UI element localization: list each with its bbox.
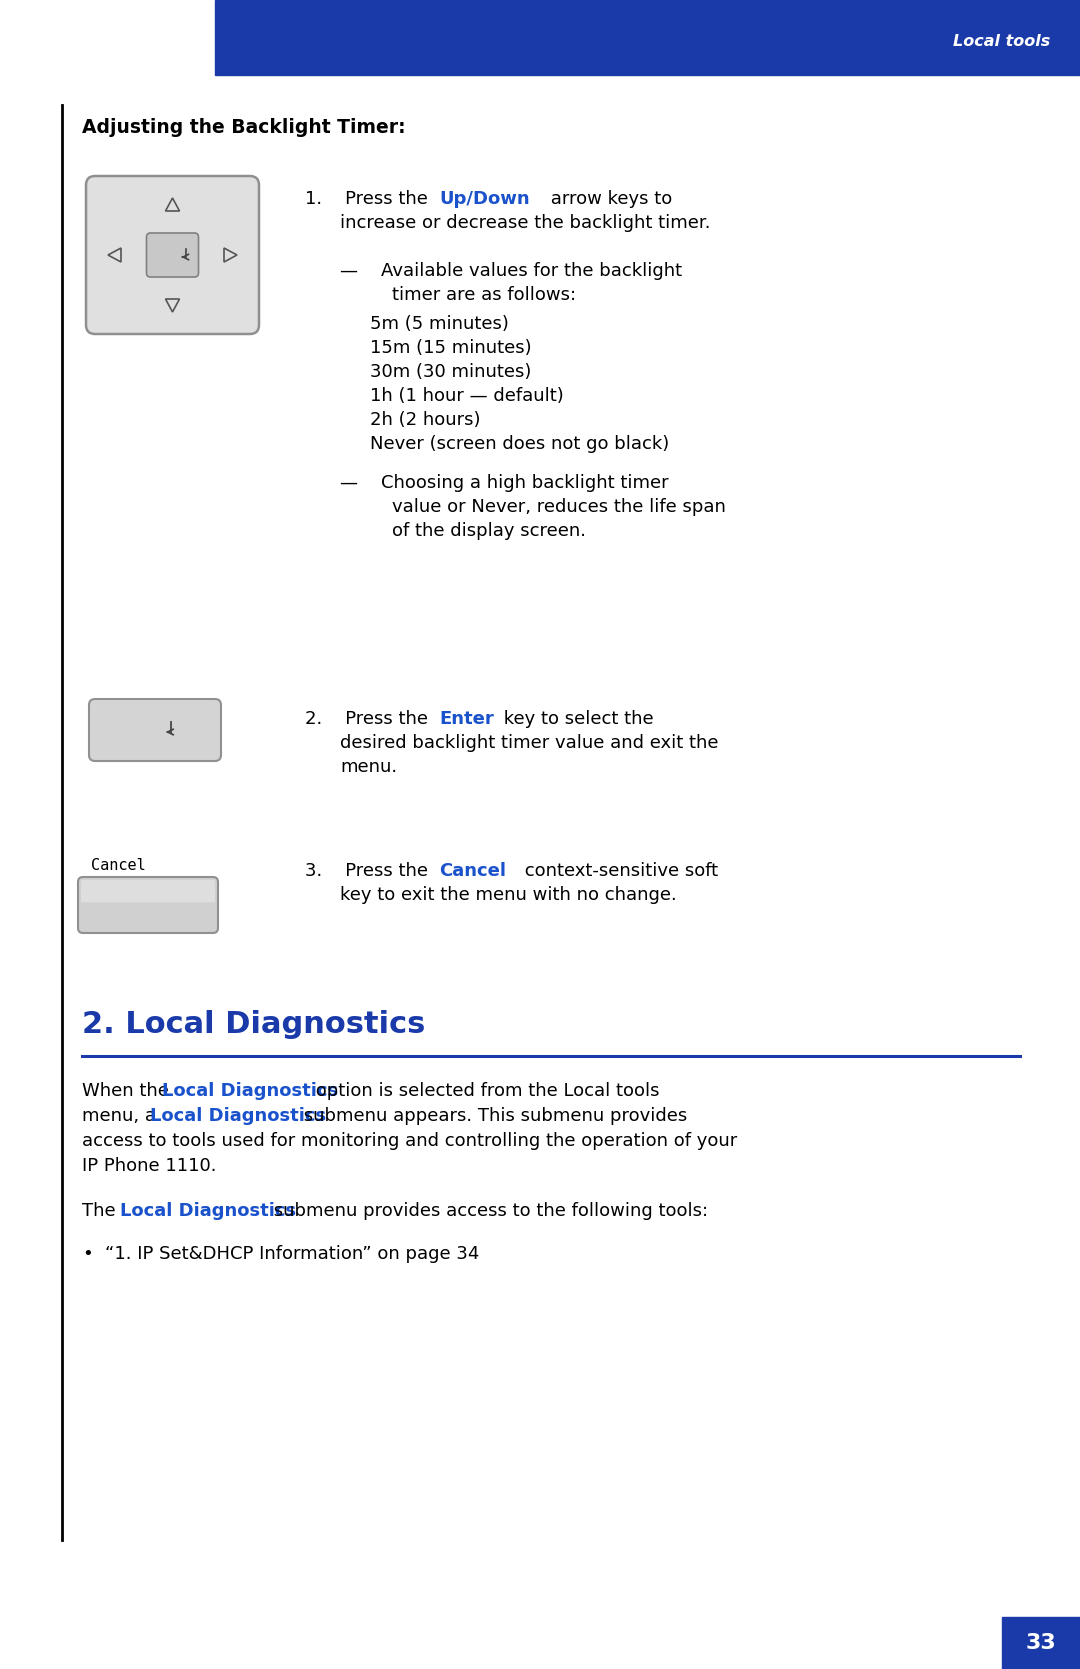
- Text: arrow keys to: arrow keys to: [545, 190, 672, 209]
- Text: Local Diagnostics: Local Diagnostics: [150, 1107, 326, 1125]
- Bar: [1002, 1617, 1080, 1669]
- Text: Cancel: Cancel: [91, 858, 146, 873]
- Text: —    Choosing a high backlight timer: — Choosing a high backlight timer: [340, 474, 669, 492]
- Text: increase or decrease the backlight timer.: increase or decrease the backlight timer…: [340, 214, 711, 232]
- Text: Never (screen does not go black): Never (screen does not go black): [370, 436, 670, 452]
- FancyBboxPatch shape: [81, 880, 215, 903]
- Text: 30m (30 minutes): 30m (30 minutes): [370, 362, 531, 381]
- FancyBboxPatch shape: [78, 876, 218, 933]
- Text: Enter: Enter: [438, 709, 494, 728]
- Text: key to exit the menu with no change.: key to exit the menu with no change.: [340, 886, 677, 905]
- Text: Local Diagnostics: Local Diagnostics: [162, 1082, 338, 1100]
- Text: 2h (2 hours): 2h (2 hours): [370, 411, 481, 429]
- Text: of the display screen.: of the display screen.: [392, 522, 586, 541]
- Text: value or Never, reduces the life span: value or Never, reduces the life span: [392, 497, 726, 516]
- FancyBboxPatch shape: [147, 234, 199, 277]
- Text: option is selected from the Local tools: option is selected from the Local tools: [310, 1082, 660, 1100]
- Text: 2. Local Diagnostics: 2. Local Diagnostics: [82, 1010, 426, 1040]
- Text: Cancel: Cancel: [438, 861, 507, 880]
- Text: When the: When the: [82, 1082, 175, 1100]
- Text: 1h (1 hour — default): 1h (1 hour — default): [370, 387, 564, 406]
- Text: menu, a: menu, a: [82, 1107, 162, 1125]
- Text: submenu provides access to the following tools:: submenu provides access to the following…: [268, 1202, 708, 1220]
- Text: menu.: menu.: [340, 758, 397, 776]
- Text: Local Diagnostics: Local Diagnostics: [120, 1202, 296, 1220]
- Text: timer are as follows:: timer are as follows:: [392, 285, 576, 304]
- Text: 1.    Press the: 1. Press the: [305, 190, 434, 209]
- FancyBboxPatch shape: [86, 175, 259, 334]
- Text: —    Available values for the backlight: — Available values for the backlight: [340, 262, 683, 280]
- Text: desired backlight timer value and exit the: desired backlight timer value and exit t…: [340, 734, 718, 753]
- Text: Adjusting the Backlight Timer:: Adjusting the Backlight Timer:: [82, 118, 406, 137]
- Text: IP Phone 1110.: IP Phone 1110.: [82, 1157, 216, 1175]
- Text: 2.    Press the: 2. Press the: [305, 709, 434, 728]
- Text: key to select the: key to select the: [498, 709, 653, 728]
- Text: Local tools: Local tools: [953, 33, 1050, 48]
- Text: 15m (15 minutes): 15m (15 minutes): [370, 339, 531, 357]
- Text: access to tools used for monitoring and controlling the operation of your: access to tools used for monitoring and …: [82, 1132, 738, 1150]
- Bar: [215, 0, 1080, 75]
- Text: •: •: [82, 1245, 93, 1263]
- Text: The: The: [82, 1202, 121, 1220]
- Text: Up/Down: Up/Down: [438, 190, 529, 209]
- Text: context-sensitive soft: context-sensitive soft: [519, 861, 718, 880]
- FancyBboxPatch shape: [89, 699, 221, 761]
- Text: 5m (5 minutes): 5m (5 minutes): [370, 315, 509, 334]
- Text: 33: 33: [1026, 1632, 1056, 1652]
- Text: “1. IP Set&DHCP Information” on page 34: “1. IP Set&DHCP Information” on page 34: [105, 1245, 480, 1263]
- Text: submenu appears. This submenu provides: submenu appears. This submenu provides: [298, 1107, 687, 1125]
- Text: 3.    Press the: 3. Press the: [305, 861, 434, 880]
